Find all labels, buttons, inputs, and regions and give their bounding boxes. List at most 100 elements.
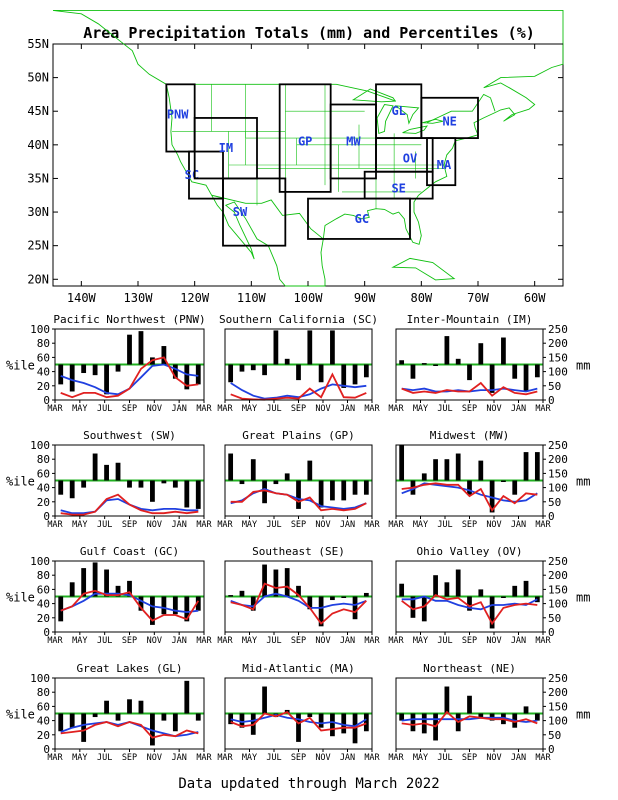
lon-tick-label: 90W [354, 291, 376, 305]
percentile-bar [455, 358, 461, 365]
percentile-bar [467, 480, 472, 495]
x-tick-label: MAR [217, 520, 233, 530]
y2-tick-label: 100 [548, 482, 568, 495]
y-tick-label: 100 [30, 672, 50, 685]
y2-tick-label: 250 [548, 555, 568, 568]
percentile-bar [115, 585, 121, 597]
lon-tick-label: 70W [467, 291, 489, 305]
normal-line [230, 382, 367, 400]
percentile-bar [184, 680, 190, 714]
x-tick-label: JAN [511, 636, 526, 646]
percentile-bar [433, 364, 438, 366]
region-box-ma [426, 137, 457, 187]
x-tick-label: MAR [388, 520, 404, 530]
y2-axis-label: mm [576, 359, 590, 373]
percentile-bar [534, 452, 540, 481]
x-tick-label: JAN [511, 520, 526, 530]
lat-tick-label: 55N [27, 37, 49, 51]
percentile-bar [352, 364, 358, 385]
x-tick-label: NOV [315, 520, 330, 530]
percentile-bar [512, 364, 518, 379]
percentile-bar [104, 364, 109, 395]
y2-tick-label: 50 [548, 380, 561, 393]
panel-title: Mid-Atlantic (MA) [242, 662, 355, 675]
percentile-bar [161, 596, 167, 615]
y2-tick-label: 100 [548, 598, 568, 611]
y2-tick-label: 150 [548, 700, 568, 713]
region-label-ma: MA [437, 158, 452, 172]
percentile-bar [534, 364, 540, 378]
x-tick-label: JUL [97, 404, 112, 414]
percentile-bar [150, 596, 155, 625]
y2-tick-label: 250 [548, 672, 568, 685]
percentile-bar [172, 480, 178, 488]
x-tick-label: SEP [462, 636, 477, 646]
lat-tick-label: 25N [27, 239, 49, 253]
region-label-pnw: PNW [167, 108, 189, 122]
lon-tick-label: 120W [180, 291, 210, 305]
panel-11: Mid-Atlantic (MA) MAR MAY JUL SEP NOV JAN MAR [217, 662, 380, 763]
precip-line [60, 356, 199, 399]
mexico-border [211, 194, 324, 240]
percentile-bar [69, 364, 75, 392]
percentile-bar [239, 713, 245, 728]
percentile-bar [69, 480, 75, 499]
precip-line [401, 710, 538, 728]
lat-tick-label: 30N [27, 205, 49, 219]
percentile-bar [341, 364, 347, 388]
precip-line [230, 582, 367, 625]
percentile-bar [58, 364, 64, 385]
panel-title: Inter-Mountain (IM) [407, 313, 533, 326]
y-tick-label: 60 [37, 351, 50, 364]
region-boxes: PNW SC IM SW GP MW GL OV NE MA SE GC [165, 83, 479, 247]
y2-tick-label: 0 [548, 743, 555, 756]
precip-line [401, 381, 538, 397]
percentile-bar [262, 686, 267, 714]
normal-line [401, 595, 538, 611]
x-tick-label: MAR [196, 753, 212, 763]
panel-title: Pacific Northwest (PNW) [53, 313, 205, 326]
x-tick-label: MAY [413, 753, 428, 763]
percentile-bar [239, 364, 245, 372]
y2-axis-label: mm [576, 591, 590, 605]
x-tick-label: MAR [535, 520, 551, 530]
lon-tick-label: 140W [67, 291, 97, 305]
region-label-se: SE [391, 182, 405, 196]
x-tick-label: MAR [364, 404, 380, 414]
x-tick-label: MAR [364, 753, 380, 763]
x-tick-label: NOV [486, 520, 501, 530]
percentile-bar [433, 459, 438, 481]
y2-tick-label: 0 [548, 626, 555, 639]
y-tick-label: 20 [37, 612, 50, 625]
percentile-bar [330, 480, 335, 501]
y2-tick-label: 200 [548, 337, 568, 350]
percentile-bar [92, 453, 98, 481]
panel-title: Southwest (SW) [83, 429, 176, 442]
panel-3: Inter-Mountain (IM) MAR MAY JUL SEP NOV JAN MAR… [388, 313, 590, 414]
percentile-bar [172, 713, 178, 732]
x-tick-label: MAY [242, 753, 257, 763]
region-box-sc [188, 150, 224, 200]
percentile-bar [115, 364, 121, 372]
panel-title: Great Plains (GP) [242, 429, 355, 442]
y-tick-label: 80 [37, 337, 50, 350]
y-tick-label: 40 [37, 366, 50, 379]
percentile-bar [58, 480, 64, 495]
percentile-bar [501, 480, 506, 482]
x-tick-label: MAR [47, 520, 63, 530]
percentile-bar [489, 480, 495, 513]
percentile-bar [92, 562, 98, 597]
y-tick-label: 60 [37, 467, 50, 480]
percentile-bar [296, 480, 301, 509]
percentile-bar [172, 596, 178, 615]
percentile-bar [307, 713, 313, 718]
percentile-bar [399, 713, 405, 721]
x-tick-label: MAY [413, 520, 428, 530]
great-lake [351, 88, 397, 103]
percentile-bar [195, 364, 201, 385]
normal-line [401, 716, 538, 723]
percentile-bar [523, 452, 529, 481]
percentile-bar [250, 596, 256, 611]
panel-title: Great Lakes (GL) [77, 662, 183, 675]
region-map: PNW SC IM SW GP MW GL OV NE MA SE GC 140W 130W 120W 11… [27, 9, 564, 305]
